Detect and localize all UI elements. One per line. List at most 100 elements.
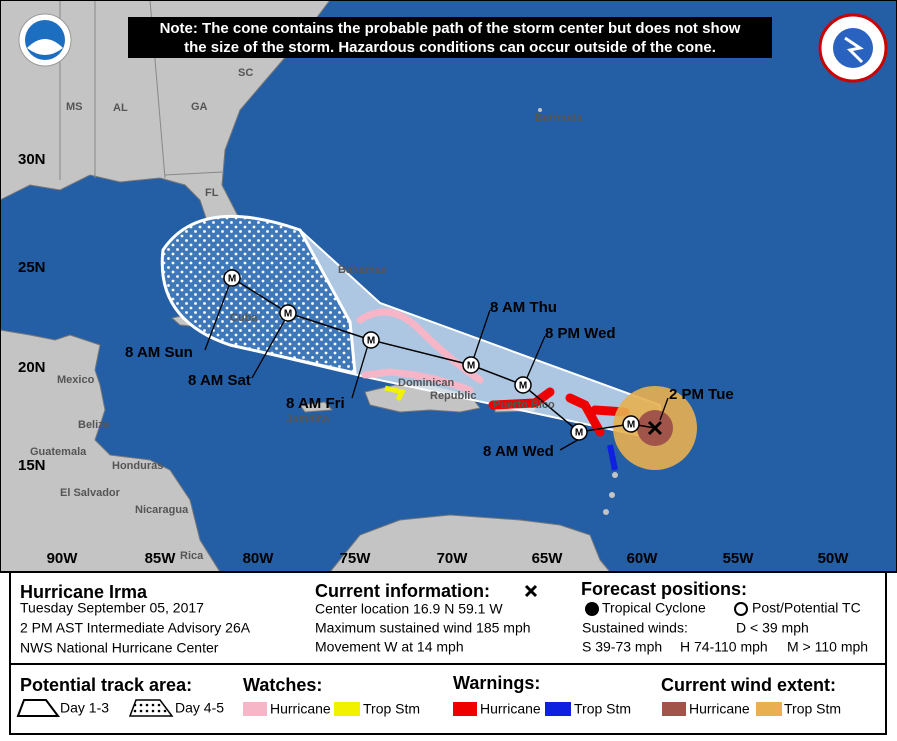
map-shape <box>16 699 60 717</box>
map-shape <box>545 702 571 716</box>
map-shape <box>525 335 546 381</box>
place: Jamaica <box>286 413 330 425</box>
place: Nicaragua <box>135 504 189 516</box>
forecast-label: 8 AM Sun <box>125 344 193 361</box>
forecast-key: M > 110 mph <box>787 639 868 655</box>
map-shape <box>472 309 491 361</box>
lat-label: 30N <box>18 151 46 168</box>
legend-item: Hurricane <box>689 701 750 717</box>
storm-name: Hurricane Irma <box>20 582 148 602</box>
legend-item: Day 4-5 <box>175 700 224 716</box>
place: Mexico <box>57 374 95 386</box>
legend-title: Potential track area: <box>20 675 192 695</box>
forecast-key: D < 39 mph <box>736 620 809 636</box>
map-shape <box>538 108 542 112</box>
map-shape <box>128 699 174 717</box>
group: 90W 85W 80W 75W 70W 65W 60W 55W 50W <box>47 550 850 567</box>
map-shape <box>514 376 532 394</box>
forecast-title: Forecast positions: <box>581 579 747 599</box>
place: FL <box>205 187 219 199</box>
marker: M <box>284 309 292 320</box>
storm-source: NWS National Hurricane Center <box>20 640 219 656</box>
map-shape <box>362 331 380 349</box>
map-shape <box>223 269 241 287</box>
legend-item: Trop Stm <box>363 701 420 717</box>
place: Honduras <box>112 460 163 472</box>
map-shape <box>453 702 477 716</box>
marker: M <box>228 274 236 285</box>
map-shape <box>204 282 231 351</box>
place: AL <box>113 102 128 114</box>
lon-label: 65W <box>532 550 564 567</box>
legend-title: Watches: <box>243 675 322 695</box>
forecast-label: 8 AM Fri <box>286 395 345 412</box>
place: Rica <box>180 550 204 562</box>
lon-label: 50W <box>818 550 850 567</box>
lat-label: 25N <box>18 259 46 276</box>
map-shape <box>164 171 223 176</box>
lat-label: 15N <box>18 457 46 474</box>
lon-label: 75W <box>340 550 372 567</box>
map-shape <box>734 602 748 616</box>
map-shape <box>647 420 663 436</box>
marker: M <box>367 336 375 347</box>
map-shape <box>570 423 588 441</box>
marker: M <box>575 428 583 439</box>
lat-label: 20N <box>18 359 46 376</box>
storm-advisory: 2 PM AST Intermediate Advisory 26A <box>20 620 251 636</box>
map-shape <box>0 329 221 572</box>
place: Bermuda <box>535 112 584 124</box>
map-shape <box>659 397 669 421</box>
place: Bahamas <box>338 264 387 276</box>
forecast-key: H 74-110 mph <box>680 639 768 655</box>
map-shape <box>279 304 297 322</box>
map-shape <box>356 308 484 394</box>
map: M M M M M M M SC MS AL GA FL Bermuda Bahamas Cuba Mexi… <box>0 0 897 572</box>
map-shape <box>231 277 656 433</box>
storm-date: Tuesday September 05, 2017 <box>20 600 204 616</box>
legend-item: Hurricane <box>270 701 331 717</box>
place: Dominican <box>398 377 455 389</box>
map-shape <box>243 702 267 716</box>
group <box>223 269 640 441</box>
place: Guatemala <box>30 446 87 458</box>
forecast-label: 8 AM Sat <box>188 372 251 389</box>
map-shape <box>607 444 618 471</box>
map-shape <box>585 602 599 616</box>
map-shape <box>462 356 480 374</box>
forecast-label: 8 AM Wed <box>483 443 554 460</box>
legend-item: Trop Stm <box>574 701 631 717</box>
map-shape <box>128 17 772 58</box>
group <box>204 282 669 451</box>
current-line: Center location 16.9 N 59.1 W <box>315 601 503 617</box>
group: M M M M M M M <box>228 274 635 439</box>
lon-label: 80W <box>243 550 275 567</box>
forecast-label: 2 PM Tue <box>669 386 734 403</box>
forecast-key: S 39-73 mph <box>582 639 662 655</box>
marker: M <box>627 420 635 431</box>
legend-title: Warnings: <box>453 673 540 693</box>
current-line: Maximum sustained wind 185 mph <box>315 620 531 636</box>
map-shape <box>609 492 615 498</box>
legend-item: Day 1-3 <box>60 700 109 716</box>
note: the size of the storm. Hazardous conditi… <box>184 39 716 56</box>
map-shape <box>334 702 360 716</box>
place: Puerto Rico <box>493 399 555 411</box>
map-shape <box>844 36 864 64</box>
note: Note: The cone contains the probable pat… <box>160 20 741 37</box>
forecast-key: Sustained winds: <box>582 620 688 636</box>
current-line: Movement W at 14 mph <box>315 639 464 655</box>
forecast-label: 8 AM Thu <box>490 299 557 316</box>
map-shape <box>524 584 538 598</box>
map-shape <box>622 415 640 433</box>
legend-title: Current wind extent: <box>661 675 836 695</box>
map-shape <box>612 472 618 478</box>
map-shape <box>27 39 63 55</box>
map-shape <box>603 509 609 515</box>
lon-label: 60W <box>627 550 659 567</box>
map-shape <box>384 385 406 402</box>
place: GA <box>191 101 208 113</box>
place: Cuba <box>230 312 258 324</box>
legend-item: Hurricane <box>480 701 541 717</box>
